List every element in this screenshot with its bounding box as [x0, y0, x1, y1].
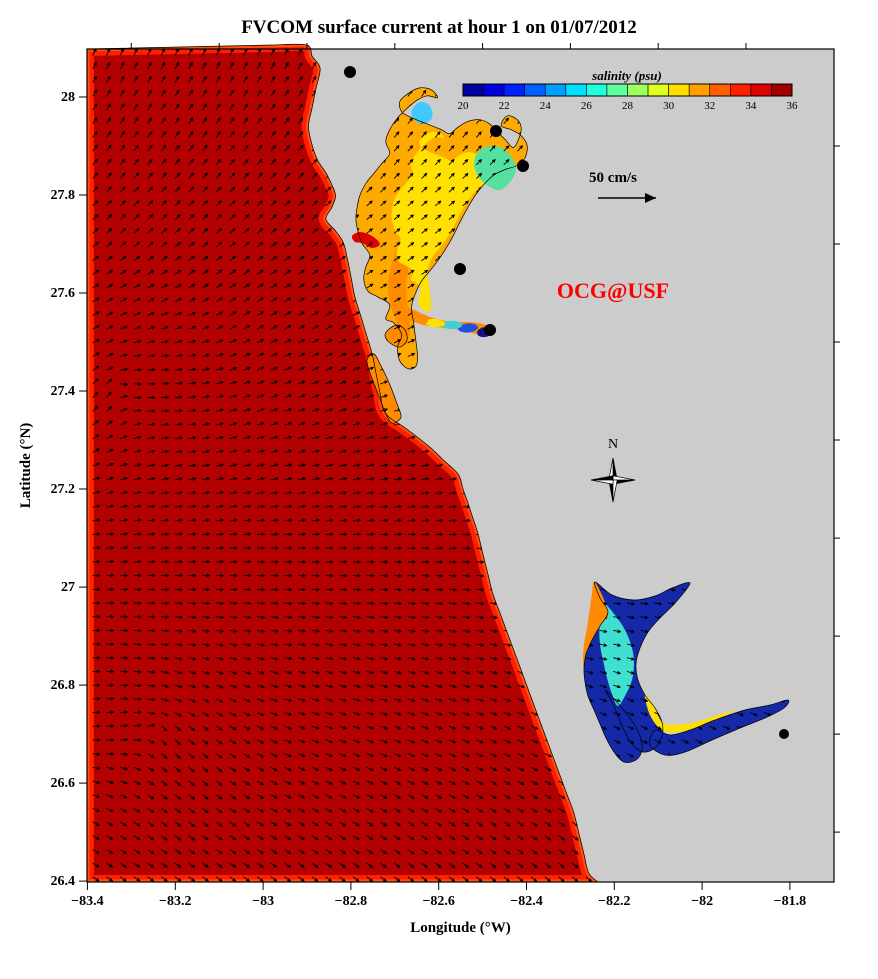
svg-text:−83: −83 — [252, 894, 274, 909]
svg-text:27.8: 27.8 — [51, 188, 76, 203]
svg-text:27: 27 — [61, 580, 75, 595]
svg-text:−82: −82 — [691, 894, 713, 909]
svg-text:28: 28 — [61, 90, 75, 105]
svg-text:−82.6: −82.6 — [422, 894, 454, 909]
svg-text:50 cm/s: 50 cm/s — [589, 170, 637, 186]
svg-text:27.2: 27.2 — [51, 482, 76, 497]
svg-text:26.8: 26.8 — [51, 678, 76, 693]
svg-text:26: 26 — [581, 100, 593, 112]
svg-text:FVCOM surface current at hour: FVCOM surface current at hour 1 on 01/07… — [241, 17, 637, 38]
svg-text:−83.4: −83.4 — [71, 894, 103, 909]
svg-text:−82.4: −82.4 — [510, 894, 542, 909]
svg-text:−81.8: −81.8 — [774, 894, 806, 909]
svg-text:26.6: 26.6 — [51, 776, 76, 791]
svg-text:36: 36 — [787, 100, 799, 112]
svg-text:34: 34 — [745, 100, 757, 112]
svg-text:OCG@USF: OCG@USF — [557, 278, 669, 303]
svg-text:27.4: 27.4 — [51, 384, 76, 399]
svg-text:28: 28 — [622, 100, 634, 112]
svg-text:−82.8: −82.8 — [335, 894, 367, 909]
svg-text:27.6: 27.6 — [51, 286, 76, 301]
svg-text:32: 32 — [704, 100, 715, 112]
svg-text:Longitude (°W): Longitude (°W) — [410, 920, 511, 936]
svg-text:24: 24 — [540, 100, 552, 112]
svg-text:Latitude (°N): Latitude (°N) — [18, 423, 34, 509]
svg-text:−82.2: −82.2 — [598, 894, 630, 909]
svg-text:30: 30 — [663, 100, 675, 112]
svg-text:−83.2: −83.2 — [159, 894, 191, 909]
svg-text:N: N — [608, 437, 618, 452]
svg-text:20: 20 — [458, 100, 470, 112]
svg-text:26.4: 26.4 — [51, 874, 76, 889]
svg-text:22: 22 — [499, 100, 510, 112]
svg-text:salinity (psu): salinity (psu) — [591, 68, 662, 83]
